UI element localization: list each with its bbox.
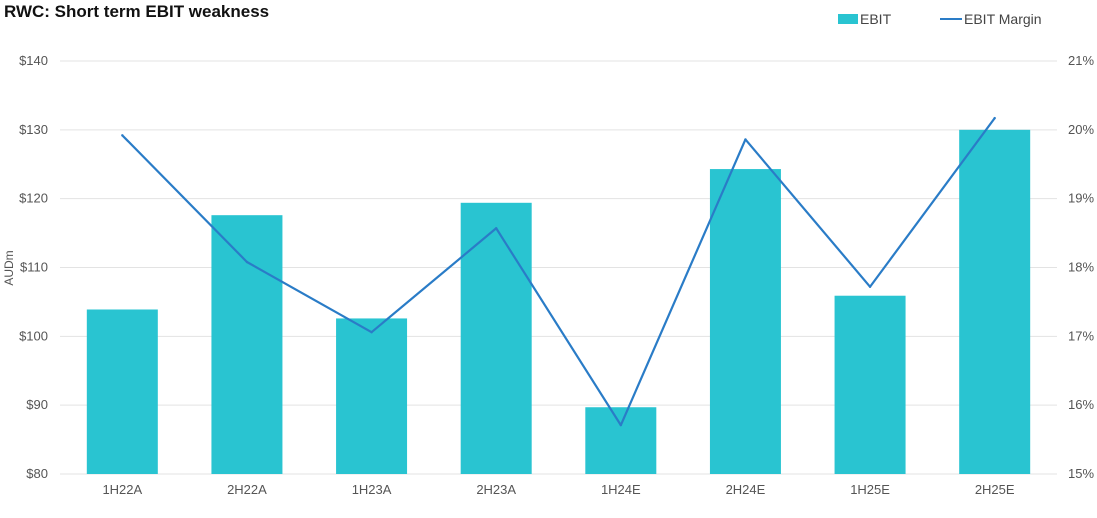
left-axis-ticks: $80 $90 $100 $110 $120 $130 $140 [19, 53, 48, 481]
x-axis-ticks: 1H22A 2H22A 1H23A 2H23A 1H24E 2H24E 1H25E 2H25E [102, 482, 1014, 497]
bar-ebit [709, 169, 781, 474]
right-tick-label: 19% [1068, 191, 1094, 206]
chart-title: RWC: Short term EBIT weakness [4, 2, 269, 21]
x-tick-label: 2H22A [227, 482, 267, 497]
ebit-margin-line [121, 117, 996, 427]
left-tick-label: $130 [19, 122, 48, 137]
ebit-margin-point [121, 134, 124, 137]
bar-ebit [211, 215, 283, 475]
bar-ebit [336, 318, 408, 474]
x-tick-label: 1H22A [102, 482, 142, 497]
x-tick-label: 2H25E [975, 482, 1015, 497]
x-tick-label: 1H23A [352, 482, 392, 497]
gridlines [60, 60, 1057, 475]
ebit-margin-line-layer [121, 116, 996, 427]
ebit-margin-point [744, 138, 747, 141]
x-tick-label: 2H23A [476, 482, 516, 497]
ebit-margin-point [370, 331, 373, 334]
right-tick-label: 15% [1068, 466, 1094, 481]
x-tick-label: 1H25E [850, 482, 890, 497]
right-tick-label: 21% [1068, 53, 1094, 68]
x-tick-label: 1H24E [601, 482, 641, 497]
bar-ebit [834, 295, 906, 474]
x-tick-label: 2H24E [726, 482, 766, 497]
bar-ebit [959, 129, 1031, 475]
right-tick-label: 18% [1068, 260, 1094, 275]
y-axis-title: AUDm [2, 250, 16, 285]
bar-ebit [585, 407, 657, 474]
legend-label-ebit: EBIT [860, 11, 892, 27]
legend-label-ebit-margin: EBIT Margin [964, 11, 1042, 27]
ebit-margin-point [245, 260, 249, 264]
right-tick-label: 16% [1068, 397, 1094, 412]
ebit-margin-point [494, 227, 498, 230]
right-tick-label: 17% [1068, 328, 1094, 343]
right-tick-label: 20% [1068, 122, 1094, 137]
ebit-margin-point [619, 423, 623, 427]
left-tick-label: $80 [26, 466, 48, 481]
legend: EBIT EBIT Margin [838, 11, 1042, 27]
left-tick-label: $110 [20, 260, 48, 275]
right-axis-ticks: 15% 16% 17% 18% 19% 20% 21% [1068, 53, 1094, 481]
ebit-margin-point [868, 285, 872, 288]
ebit-bars [86, 129, 1031, 475]
bar-ebit [460, 202, 532, 474]
legend-swatch-ebit [838, 14, 858, 24]
bar-ebit [86, 309, 158, 474]
left-tick-label: $140 [19, 53, 48, 68]
left-tick-label: $120 [19, 191, 48, 206]
ebit-margin-point [993, 116, 996, 120]
left-tick-label: $90 [26, 397, 48, 412]
left-tick-label: $100 [19, 328, 48, 343]
